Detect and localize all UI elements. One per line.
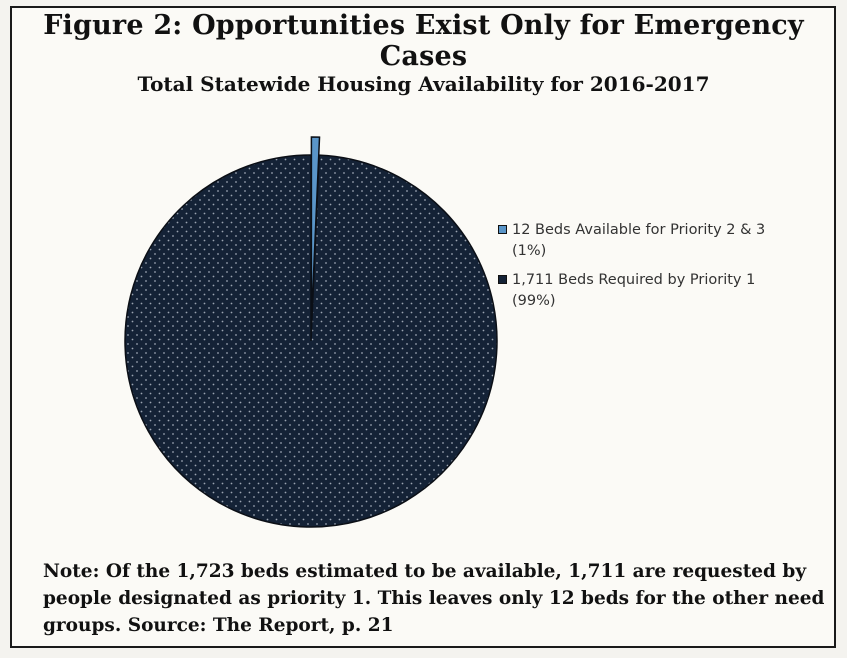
- figure-note: Note: Of the 1,723 beds estimated to be …: [43, 561, 825, 636]
- legend-item-available: 12 Beds Available for Priority 2 & 3 (1%…: [498, 220, 778, 262]
- chart-title: Total Statewide Housing Availability for…: [137, 72, 710, 96]
- figure-title: Figure 2: Opportunities Exist Only for E…: [43, 10, 804, 72]
- pie-slice-required: [124, 154, 498, 528]
- legend-swatch-available: [498, 225, 507, 234]
- legend-swatch-required: [498, 275, 507, 284]
- legend-label-available: 12 Beds Available for Priority 2 & 3 (1%…: [512, 222, 766, 259]
- chart-legend: 12 Beds Available for Priority 2 & 3 (1%…: [498, 220, 778, 320]
- legend-label-required: 1,711 Beds Required by Priority 1 (99%): [512, 272, 756, 309]
- legend-item-required: 1,711 Beds Required by Priority 1 (99%): [498, 270, 778, 312]
